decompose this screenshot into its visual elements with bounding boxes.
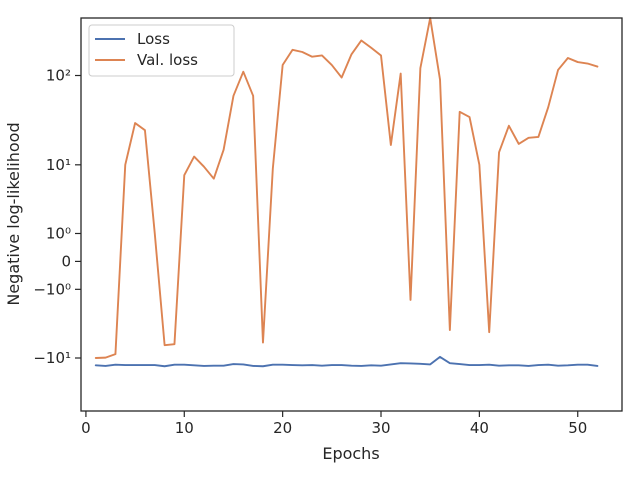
legend: Loss Val. loss	[88, 24, 235, 77]
legend-label-val-loss: Val. loss	[137, 51, 198, 69]
y-tick-label: 10⁰	[46, 224, 71, 242]
x-axis-label: Epochs	[322, 444, 379, 463]
x-tick-label: 20	[273, 419, 292, 437]
x-tick-label: 40	[470, 419, 489, 437]
x-tick-label: 10	[175, 419, 194, 437]
y-tick-label: 10²	[46, 67, 71, 85]
axes-layer: 0 10 20 30 40 50 −10¹ −10⁰ 0 10⁰ 10¹ 10²	[33, 17, 623, 437]
series-line-val-loss	[94, 17, 599, 359]
y-tick-label: −10¹	[33, 349, 71, 367]
plot-frame	[80, 17, 623, 412]
plot-layer	[94, 17, 599, 368]
y-axis-label: Negative log-likelihood	[4, 122, 23, 305]
y-tick-label: 10¹	[46, 156, 71, 174]
x-tick-label: 0	[81, 419, 91, 437]
y-tick-label: 0	[61, 252, 71, 270]
legend-box	[88, 24, 235, 77]
x-tick-label: 50	[568, 419, 587, 437]
series-line-loss	[94, 355, 599, 368]
legend-label-loss: Loss	[137, 30, 170, 48]
y-tick-label: −10⁰	[33, 280, 71, 298]
x-tick-label: 30	[371, 419, 390, 437]
